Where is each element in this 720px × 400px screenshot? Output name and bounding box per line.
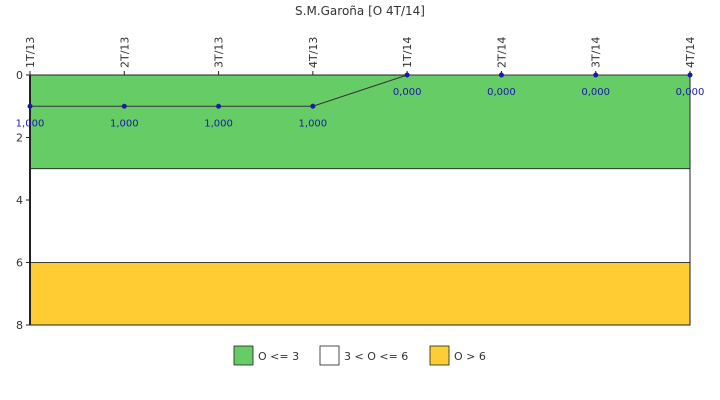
x-tick-label: 2T/13 <box>118 37 131 68</box>
data-point <box>404 72 410 78</box>
x-tick-label: 1T/14 <box>401 37 414 68</box>
band <box>29 262 691 326</box>
x-tick-label: 1T/13 <box>24 37 37 68</box>
legend-swatch <box>319 345 340 366</box>
data-point <box>593 72 599 78</box>
data-point <box>121 103 127 109</box>
x-tick-label: 3T/13 <box>213 37 226 68</box>
data-point <box>310 103 316 109</box>
value-label: 0,000 <box>581 87 610 98</box>
value-label: 0,000 <box>676 87 705 98</box>
band <box>29 168 691 263</box>
legend-label: 3 < O <= 6 <box>344 350 408 363</box>
y-tick-label: 4 <box>16 194 23 207</box>
value-label: 1,000 <box>299 118 328 129</box>
x-tick-label: 2T/14 <box>495 37 508 68</box>
data-line <box>30 74 690 107</box>
y-tick-label: 6 <box>16 257 23 270</box>
data-point <box>27 103 33 109</box>
legend-label: O > 6 <box>454 350 486 363</box>
chart-title: S.M.Garoña [O 4T/14] <box>295 4 425 18</box>
data-point <box>498 72 504 78</box>
legend-swatch <box>429 345 450 366</box>
y-tick-label: 8 <box>16 319 23 332</box>
data-point <box>687 72 693 78</box>
data-point <box>216 103 222 109</box>
value-label: 1,000 <box>204 118 233 129</box>
y-tick-label: 2 <box>16 132 23 145</box>
x-tick-label: 3T/14 <box>590 37 603 68</box>
legend-swatch <box>233 345 254 366</box>
value-label: 0,000 <box>487 87 516 98</box>
value-label: 1,000 <box>110 118 139 129</box>
x-tick-label: 4T/14 <box>684 37 697 68</box>
legend-label: O <= 3 <box>258 350 299 363</box>
x-tick-label: 4T/13 <box>307 37 320 68</box>
value-label: 1,000 <box>16 118 45 129</box>
y-tick-label: 0 <box>16 69 23 82</box>
value-label: 0,000 <box>393 87 422 98</box>
